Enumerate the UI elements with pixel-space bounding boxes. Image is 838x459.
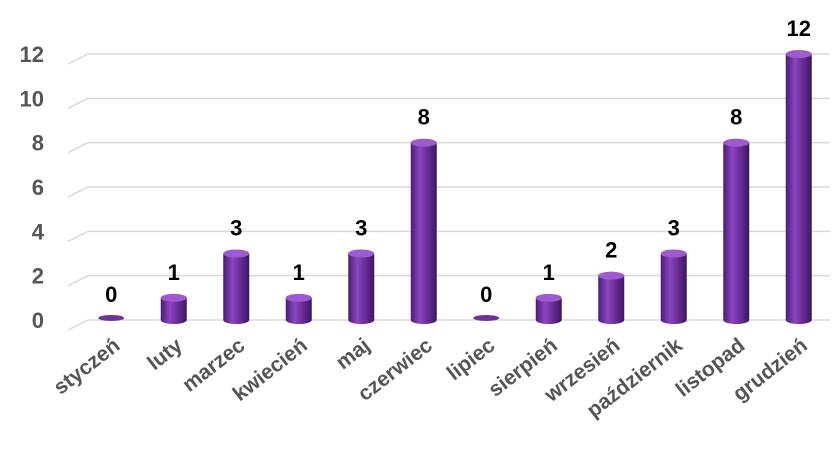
y-axis-ticks: 0 2 4 6 8 10 12 — [20, 42, 45, 333]
bar-cap — [98, 315, 125, 321]
bar-body — [660, 253, 687, 324]
data-label: 0 — [480, 282, 492, 307]
y-tick-label: 8 — [32, 131, 44, 156]
data-label: 0 — [105, 282, 117, 307]
bar-body — [223, 253, 250, 324]
bar-wrzesień — [598, 271, 625, 324]
bar-cap — [223, 249, 250, 258]
bar-cap — [535, 293, 562, 302]
bar-body — [535, 297, 562, 324]
gridline-depth-12 — [67, 53, 89, 65]
bar-grudzień — [785, 50, 812, 324]
data-label: 3 — [355, 216, 367, 241]
data-label: 8 — [730, 105, 742, 130]
gridline-depth-2 — [67, 274, 89, 287]
bar-body — [410, 142, 437, 324]
bar-cap — [160, 293, 187, 302]
bar-czerwiec — [410, 138, 437, 324]
x-tick-label: luty — [143, 334, 187, 375]
bar-maj — [348, 249, 375, 324]
bar-luty — [160, 293, 187, 324]
bar-body — [160, 297, 187, 324]
bar-październik — [660, 249, 687, 324]
bar-marzec — [223, 249, 250, 324]
y-tick-label: 2 — [32, 264, 44, 289]
gridline-depth-6 — [67, 186, 89, 198]
data-label: 3 — [668, 216, 680, 241]
bar-listopad — [723, 138, 750, 324]
bar-styczeń — [98, 315, 125, 321]
gridline-depth-4 — [67, 230, 89, 243]
bar-cap — [660, 249, 687, 258]
gridline-depth-0 — [67, 319, 89, 331]
gridlines — [67, 53, 830, 331]
data-label: 1 — [543, 260, 555, 285]
bar-body — [723, 142, 750, 324]
bar-body — [285, 297, 312, 324]
y-tick-label: 4 — [32, 219, 45, 244]
bar-body — [785, 54, 812, 324]
bar-cap — [473, 315, 500, 321]
data-label: 12 — [787, 16, 811, 41]
y-tick-label: 0 — [32, 308, 44, 333]
bars — [98, 50, 812, 324]
y-tick-label: 6 — [32, 175, 44, 200]
bar-lipiec — [473, 315, 500, 321]
bar-cap — [723, 138, 750, 147]
bar-cap — [785, 50, 812, 58]
x-tick-label: styczeń — [49, 334, 124, 400]
bar-cap — [348, 249, 375, 258]
gridline-depth-10 — [67, 97, 89, 110]
bar-body — [598, 275, 625, 324]
bar-kwiecień — [285, 293, 312, 324]
bar-body — [348, 253, 375, 324]
y-tick-label: 10 — [20, 86, 44, 111]
bar-cap — [285, 293, 312, 302]
data-label: 1 — [168, 260, 180, 285]
data-label: 8 — [418, 105, 430, 130]
bar-cap — [410, 138, 437, 147]
data-label: 2 — [605, 238, 617, 263]
y-tick-label: 12 — [20, 42, 44, 67]
gridline-depth-8 — [67, 141, 89, 154]
data-label: 3 — [230, 216, 242, 241]
bar-sierpień — [535, 293, 562, 324]
x-tick-label: maj — [332, 334, 375, 374]
data-label: 1 — [293, 260, 305, 285]
bar-cap — [598, 271, 625, 280]
